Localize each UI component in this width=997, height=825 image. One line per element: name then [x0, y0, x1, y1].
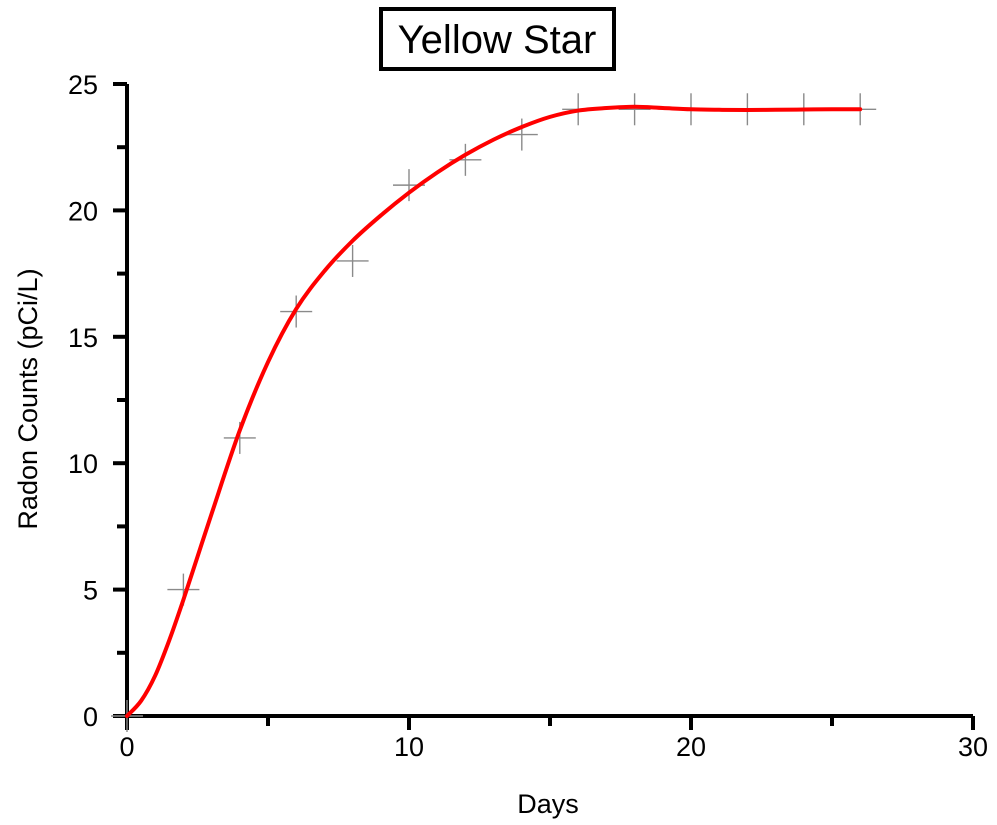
x-axis-label: Days: [517, 789, 579, 819]
x-tick-label: 10: [394, 732, 424, 762]
chart-title: Yellow Star: [398, 18, 597, 62]
title-box: [379, 7, 616, 71]
data-markers: [111, 93, 877, 732]
tick-labels: 0 10 20 30 0 5 10 15 20 25: [68, 70, 988, 762]
y-tick-label: 0: [83, 702, 98, 732]
data-point: [618, 93, 651, 126]
ticks: [113, 82, 975, 730]
fit-curve-line: [125, 104, 863, 718]
data-point: [505, 118, 538, 151]
y-tick-label: 25: [68, 70, 98, 100]
data-point: [336, 244, 369, 277]
x-tick-label: 30: [958, 732, 988, 762]
x-tick-label: 20: [676, 732, 706, 762]
y-tick-label: 5: [83, 576, 98, 606]
y-tick-label: 15: [68, 323, 98, 353]
y-tick-label: 10: [68, 449, 98, 479]
y-axis-label: Radon Counts (pCi/L): [13, 268, 43, 529]
fit-curve: [125, 104, 863, 718]
x-tick-label: 0: [119, 732, 134, 762]
y-tick-label: 20: [68, 196, 98, 226]
